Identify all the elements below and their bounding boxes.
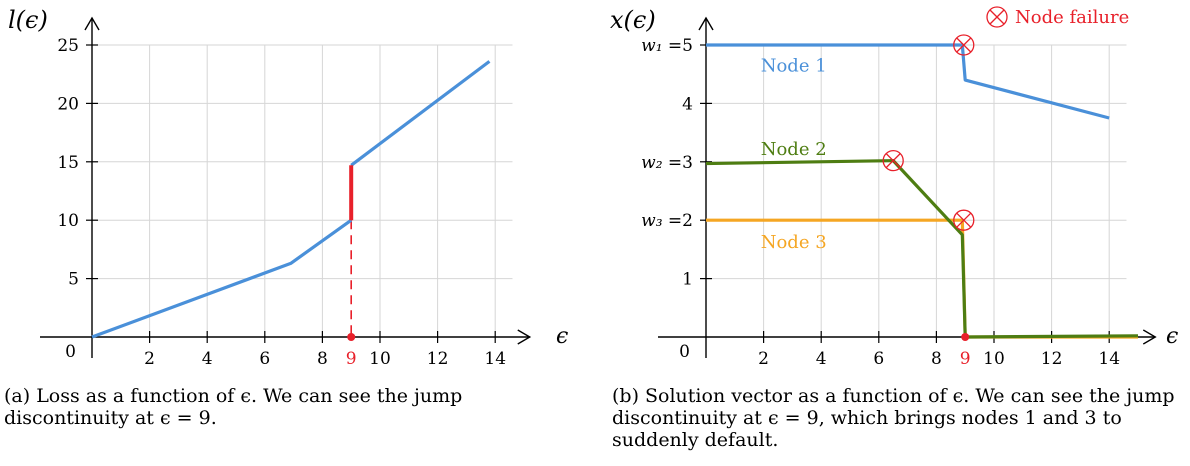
- node-failure-marker-cross: [956, 37, 972, 53]
- x-tick-label: 2: [758, 349, 769, 369]
- x-tick-label: 12: [1041, 349, 1063, 369]
- node-failure-marker-cross: [885, 153, 901, 169]
- node-failure-marker: [953, 34, 975, 56]
- series-line: [706, 43, 1110, 120]
- y-axis-arrow: [84, 16, 100, 31]
- y-tick-label: 15: [57, 153, 79, 173]
- loss-line: [91, 218, 353, 339]
- x-axis-arrow: [1142, 329, 1157, 345]
- x-tick-label: 10: [369, 349, 391, 369]
- x-tick-label: 6: [259, 349, 270, 369]
- y-tick-value: 4: [682, 94, 693, 114]
- highlight-x-label: 9: [346, 349, 357, 369]
- y-axis-label: l(ϵ): [8, 6, 48, 34]
- x-tick-label: 12: [427, 349, 449, 369]
- y-tick-value: 5: [682, 36, 693, 56]
- y-tick-prefix: w₂ =: [641, 153, 682, 173]
- series-line: [705, 159, 1139, 339]
- x-tick-label: 2: [144, 349, 155, 369]
- y-tick-label: 4: [682, 94, 693, 114]
- y-tick-prefix: w₃ =: [641, 211, 682, 231]
- y-tick-label: w₁ =5: [641, 36, 693, 56]
- node-failure-marker: [882, 149, 904, 172]
- y-tick-label: 1: [682, 270, 693, 290]
- series-label: Node 3: [761, 232, 827, 253]
- x-tick-label: 6: [873, 349, 884, 369]
- x-tick-label: 8: [317, 349, 328, 369]
- y-tick-label: w₃ =2: [641, 211, 693, 231]
- highlight-point: [347, 333, 356, 341]
- y-tick-label: 10: [57, 211, 79, 231]
- series-label: Node 1: [761, 55, 827, 76]
- y-tick-prefix: w₁ =: [641, 36, 682, 56]
- loss-chart: 2 4 6 8 10 12 14 5 10 15 20 25 0 9 ϵ l(ϵ): [8, 6, 568, 369]
- x-tick-label: 14: [1098, 349, 1120, 369]
- series-label: Node 2: [761, 139, 827, 160]
- node-failure-marker: [953, 209, 975, 231]
- y-tick-value: 1: [682, 270, 693, 290]
- x-tick-label: 4: [202, 349, 213, 369]
- y-tick-value: 3: [682, 153, 693, 173]
- caption-a: (a) Loss as a function of ϵ. We can see …: [4, 385, 463, 429]
- origin-label: 0: [679, 342, 690, 362]
- y-tick-label: 25: [57, 36, 79, 56]
- y-axis-label: x(ϵ): [610, 6, 656, 34]
- x-axis-label: ϵ: [1166, 324, 1178, 349]
- node-failure-marker-cross: [956, 212, 972, 228]
- y-axis-arrow: [698, 16, 714, 31]
- legend-failure-icon: [986, 6, 1008, 28]
- x-tick-label: 8: [931, 349, 942, 369]
- caption-b: (b) Solution vector as a function of ϵ. …: [612, 385, 1175, 451]
- loss-line: [350, 60, 491, 167]
- origin-label: 0: [65, 342, 76, 362]
- legend-failure-label: Node failure: [1015, 7, 1129, 28]
- x-tick-label: 14: [484, 349, 506, 369]
- highlight-x-label: 9: [960, 349, 971, 369]
- y-tick-value: 2: [682, 211, 693, 231]
- legend-failure-icon-cross: [989, 9, 1005, 25]
- x-tick-label: 4: [816, 349, 827, 369]
- x-tick-label: 10: [983, 349, 1005, 369]
- y-tick-label: 20: [57, 94, 79, 114]
- y-tick-label: 5: [68, 270, 79, 290]
- x-axis-arrow: [517, 329, 532, 345]
- highlight-point: [961, 333, 970, 341]
- x-axis-label: ϵ: [556, 324, 568, 349]
- y-tick-label: w₂ =3: [641, 153, 693, 173]
